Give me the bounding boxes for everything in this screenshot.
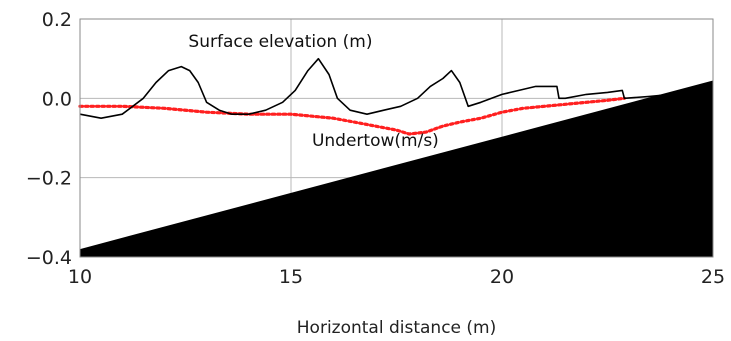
bed-slope xyxy=(80,80,713,257)
x-tick-label-3: 25 xyxy=(701,266,725,288)
x-tick-labels: 10 15 20 25 xyxy=(68,266,725,288)
annotation-undertow: Undertow(m/s) xyxy=(312,131,439,151)
y-tick-label-3: −0.4 xyxy=(26,247,72,269)
y-tick-labels: 0.2 0.0 −0.2 −0.4 xyxy=(26,9,72,269)
y-tick-label-0: 0.2 xyxy=(42,9,72,31)
annotation-surface-elevation: Surface elevation (m) xyxy=(188,32,372,52)
y-tick-label-1: 0.0 xyxy=(42,88,72,110)
plot-frame xyxy=(79,18,714,258)
x-tick-label-0: 10 xyxy=(68,266,92,288)
series-surface-elevation-line xyxy=(79,57,671,119)
y-tick-label-2: −0.2 xyxy=(26,168,72,190)
x-axis-title: Horizontal distance (m) xyxy=(297,318,496,338)
x-tick-label-1: 15 xyxy=(279,266,303,288)
x-tick-label-2: 20 xyxy=(490,266,514,288)
